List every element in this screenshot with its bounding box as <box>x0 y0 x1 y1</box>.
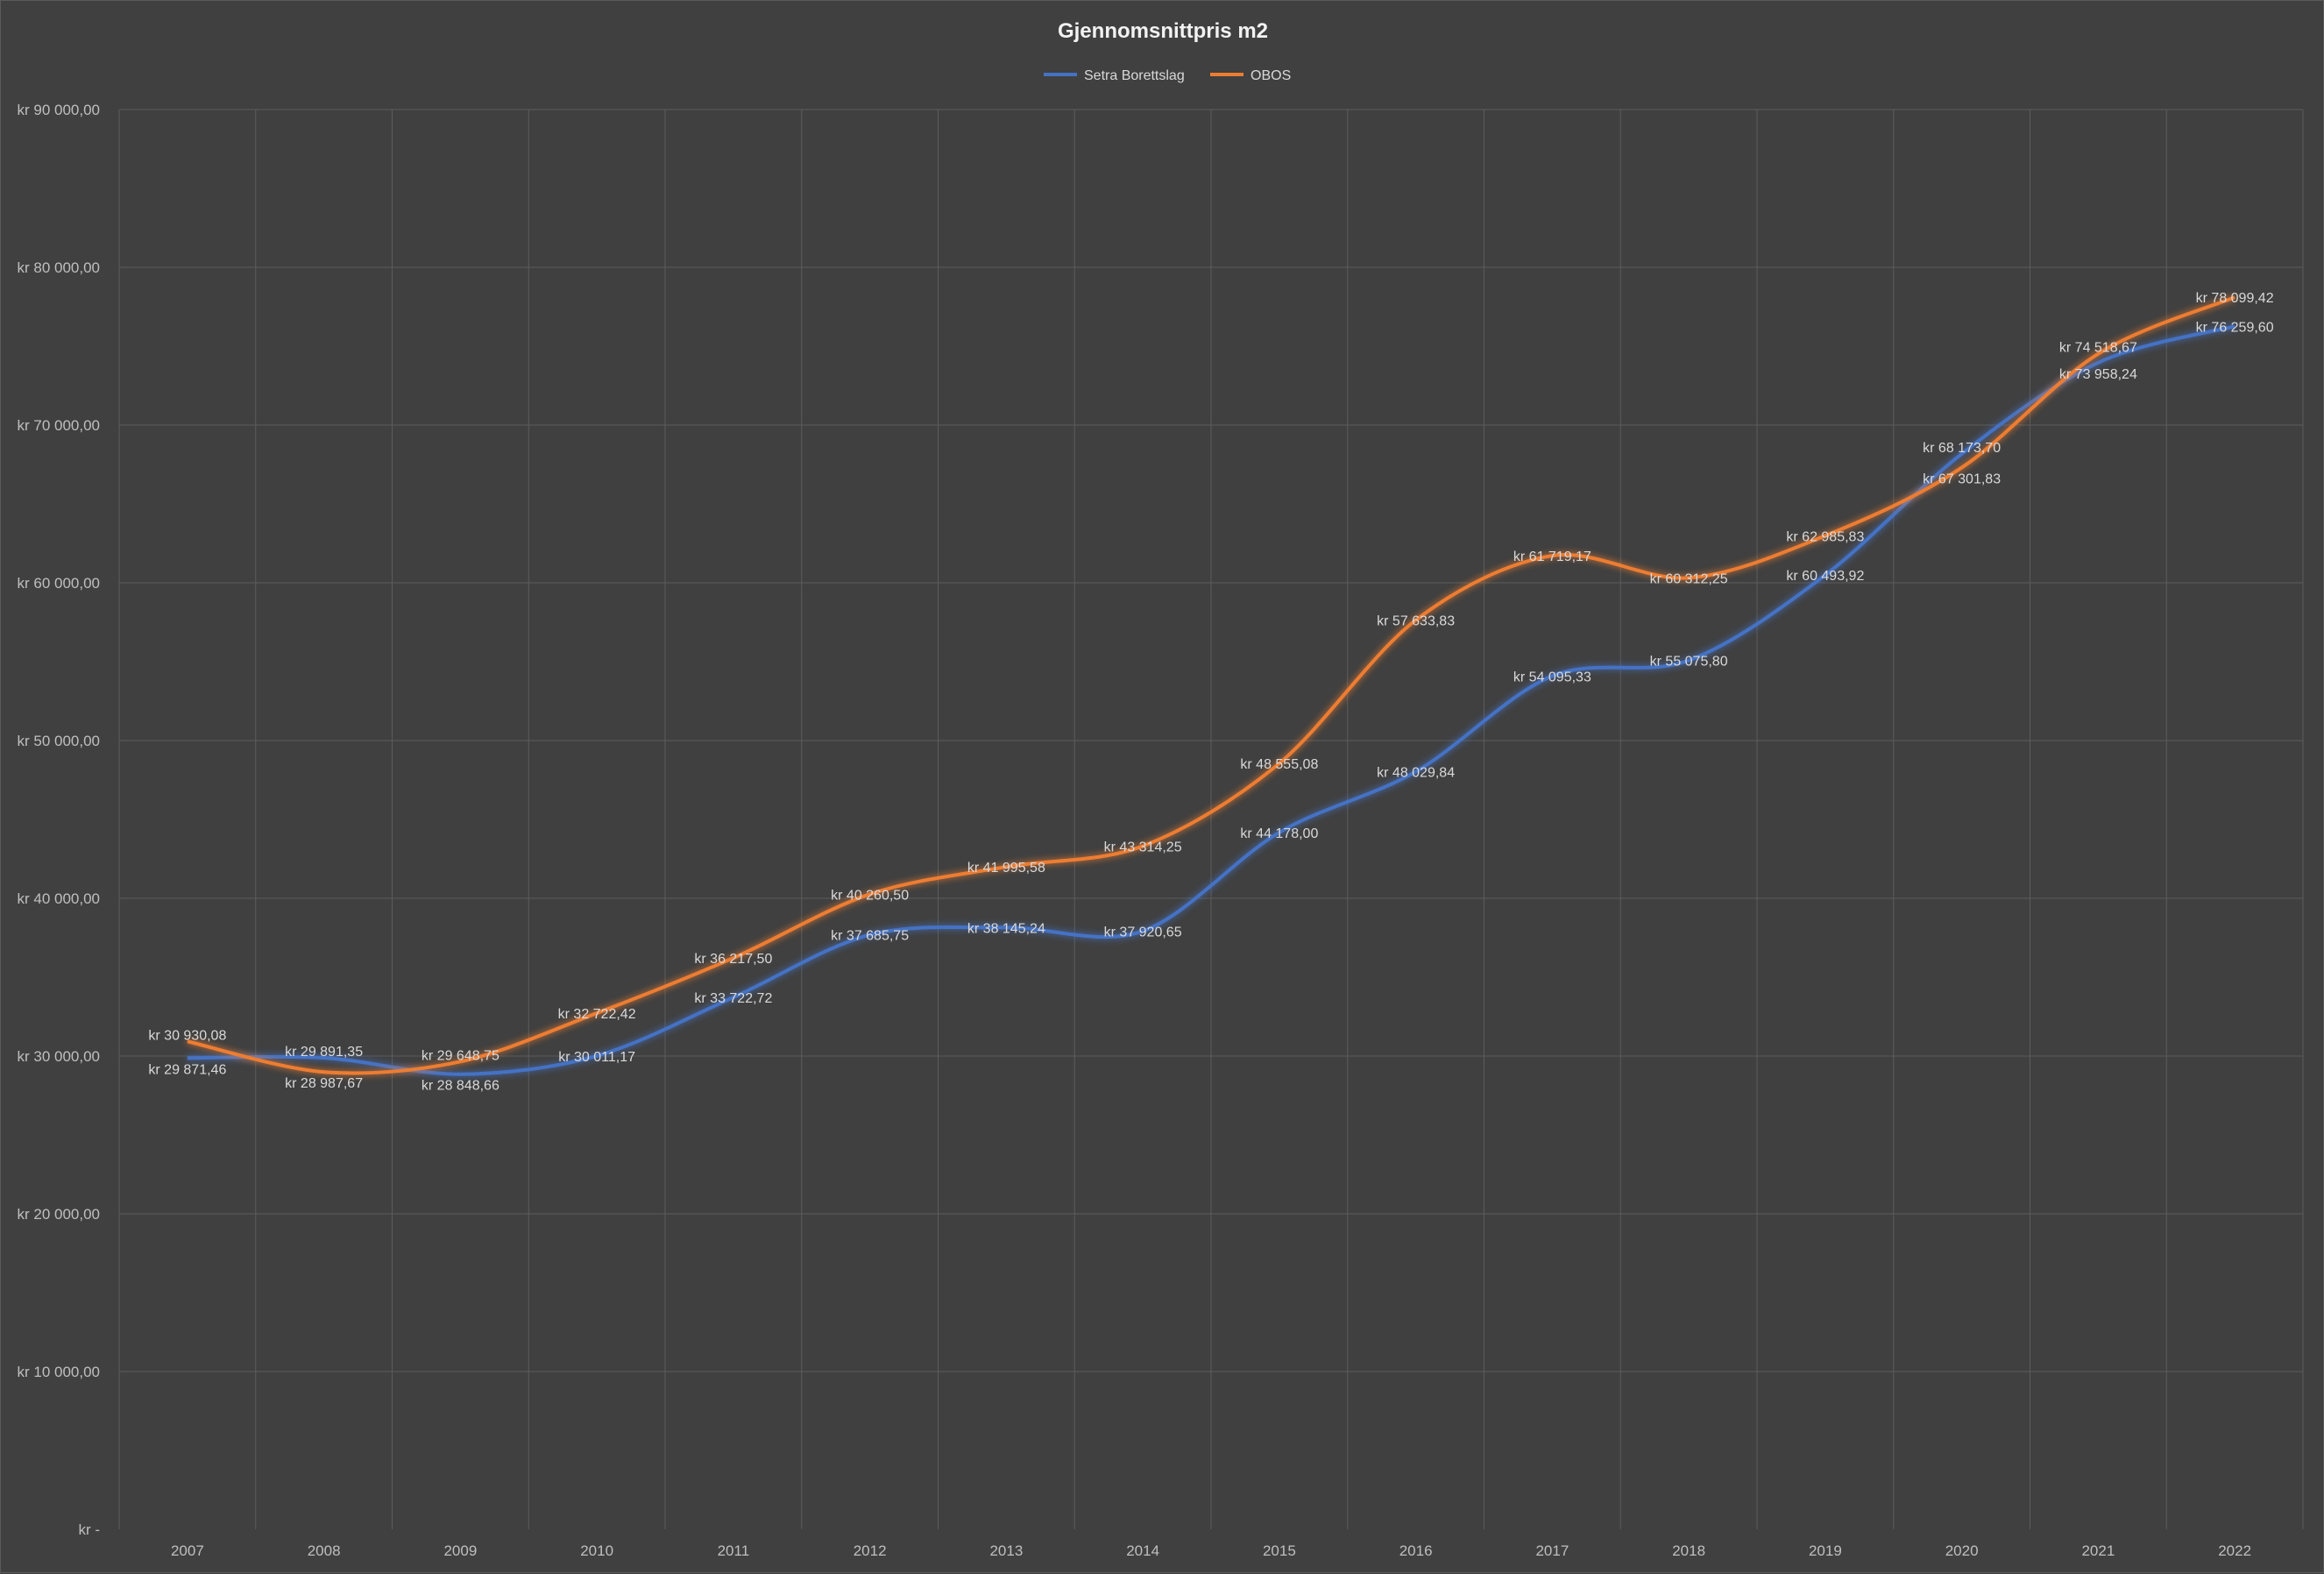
data-label: kr 32 722,42 <box>558 1007 636 1022</box>
x-tick-label: 2008 <box>308 1542 341 1559</box>
y-tick-label: kr 10 000,00 <box>17 1364 100 1380</box>
legend: Setra Borettslag OBOS <box>1044 68 1291 83</box>
y-tick-label: kr 80 000,00 <box>17 259 100 276</box>
data-label: kr 57 633,83 <box>1377 614 1455 629</box>
legend-entry: Setra Borettslag <box>1084 68 1185 83</box>
data-label: kr 73 958,24 <box>2059 367 2137 382</box>
data-label: kr 74 518,67 <box>2059 341 2137 356</box>
data-label: kr 41 995,58 <box>967 861 1045 876</box>
y-tick-label: kr 60 000,00 <box>17 575 100 592</box>
series-lines <box>187 295 2235 1076</box>
data-label: kr 37 920,65 <box>1104 925 1182 939</box>
data-label: kr 48 029,84 <box>1377 765 1455 780</box>
x-tick-label: 2020 <box>1945 1542 1979 1559</box>
data-label: kr 36 217,50 <box>694 952 772 967</box>
data-label: kr 30 930,08 <box>148 1028 226 1043</box>
y-tick-label: kr - <box>78 1521 100 1538</box>
x-tick-label: 2009 <box>443 1542 477 1559</box>
data-labels: kr 29 871,46 kr 30 930,08 kr 29 891,35 kr 2… <box>148 291 2273 1094</box>
data-label: kr 37 685,75 <box>831 929 909 944</box>
chart-title: Gjennomsnittpris m2 <box>1058 19 1268 43</box>
x-tick-label: 2013 <box>989 1542 1023 1559</box>
data-label: kr 40 260,50 <box>831 888 909 903</box>
series-line <box>187 324 2235 1076</box>
data-label: kr 48 555,08 <box>1240 757 1318 772</box>
x-tick-label: 2017 <box>1535 1542 1569 1559</box>
legend-entry: OBOS <box>1251 68 1291 83</box>
y-tick-label: kr 90 000,00 <box>17 102 100 118</box>
x-tick-label: 2018 <box>1672 1542 1705 1559</box>
y-tick-label: kr 20 000,00 <box>17 1206 100 1223</box>
data-label: kr 29 891,35 <box>285 1045 363 1060</box>
data-label: kr 30 011,17 <box>558 1050 635 1065</box>
x-tick-label: 2010 <box>580 1542 613 1559</box>
x-tick-label: 2007 <box>171 1542 204 1559</box>
y-axis: kr - kr 10 000,00 kr 20 000,00 kr 30 000,00… <box>17 102 100 1538</box>
gridlines <box>118 109 2304 1529</box>
data-label: kr 60 493,92 <box>1786 569 1864 584</box>
x-tick-label: 2015 <box>1263 1542 1296 1559</box>
data-label: kr 29 871,46 <box>148 1062 226 1077</box>
x-tick-label: 2016 <box>1399 1542 1433 1559</box>
data-label: kr 60 312,25 <box>1650 571 1728 586</box>
data-label: kr 28 848,66 <box>422 1079 500 1094</box>
y-tick-label: kr 50 000,00 <box>17 733 100 749</box>
x-axis: 2007 2008 2009 2010 2011 2012 2013 2014 2015 2016… <box>171 1542 2251 1559</box>
y-tick-label: kr 30 000,00 <box>17 1048 100 1065</box>
data-label: kr 62 985,83 <box>1786 529 1864 544</box>
x-tick-label: 2019 <box>1809 1542 1842 1559</box>
data-label: kr 29 648,75 <box>422 1048 500 1063</box>
data-label: kr 76 259,60 <box>2196 320 2274 335</box>
data-label: kr 61 719,17 <box>1513 549 1591 564</box>
x-tick-label: 2012 <box>854 1542 887 1559</box>
data-label: kr 43 314,25 <box>1104 840 1182 854</box>
y-tick-label: kr 40 000,00 <box>17 890 100 907</box>
x-tick-label: 2022 <box>2218 1542 2251 1559</box>
data-label: kr 54 095,33 <box>1513 670 1591 684</box>
data-label: kr 28 987,67 <box>285 1076 363 1091</box>
y-tick-label: kr 70 000,00 <box>17 417 100 434</box>
data-label: kr 33 722,72 <box>694 991 772 1006</box>
data-label: kr 78 099,42 <box>2196 291 2274 306</box>
data-label: kr 38 145,24 <box>967 921 1045 936</box>
series-line <box>187 295 2235 1075</box>
x-tick-label: 2011 <box>718 1542 750 1559</box>
data-label: kr 67 301,83 <box>1923 472 2001 487</box>
data-label: kr 55 075,80 <box>1650 655 1728 670</box>
x-tick-label: 2014 <box>1126 1542 1159 1559</box>
data-label: kr 68 173,70 <box>1923 441 2001 456</box>
x-tick-label: 2021 <box>2081 1542 2115 1559</box>
data-label: kr 44 178,00 <box>1240 826 1318 841</box>
